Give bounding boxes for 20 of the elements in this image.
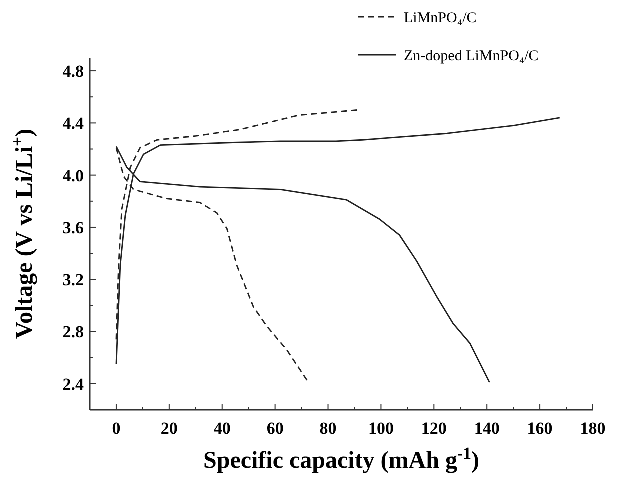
legend-label: Zn-doped LiMnPO₄/C <box>404 48 539 64</box>
y-tick-label: 2.4 <box>62 374 84 394</box>
y-tick-label: 4.8 <box>62 62 84 81</box>
x-tick-label: 60 <box>266 419 284 438</box>
x-tick-label: 80 <box>320 419 337 438</box>
x-tick-label: 180 <box>580 419 606 438</box>
x-tick-label: 140 <box>474 419 500 438</box>
y-tick-label: 2.8 <box>62 322 84 342</box>
x-tick-label: 160 <box>527 419 553 438</box>
y-tick-label: 4.0 <box>62 166 84 186</box>
x-tick-label: 0 <box>112 419 121 438</box>
y-tick-label: 4.4 <box>62 114 84 134</box>
x-tick-label: 100 <box>368 419 394 438</box>
y-tick-label: 3.2 <box>62 270 84 290</box>
x-tick-label: 40 <box>214 419 231 438</box>
x-tick-label: 20 <box>160 419 178 438</box>
legend-label: LiMnPO₄/C <box>404 10 477 26</box>
x-tick-label: 120 <box>421 419 447 438</box>
y-tick-label: 3.6 <box>62 218 84 238</box>
x-axis-title: Specific capacity (mAh g$^{-1}$) <box>204 444 480 474</box>
